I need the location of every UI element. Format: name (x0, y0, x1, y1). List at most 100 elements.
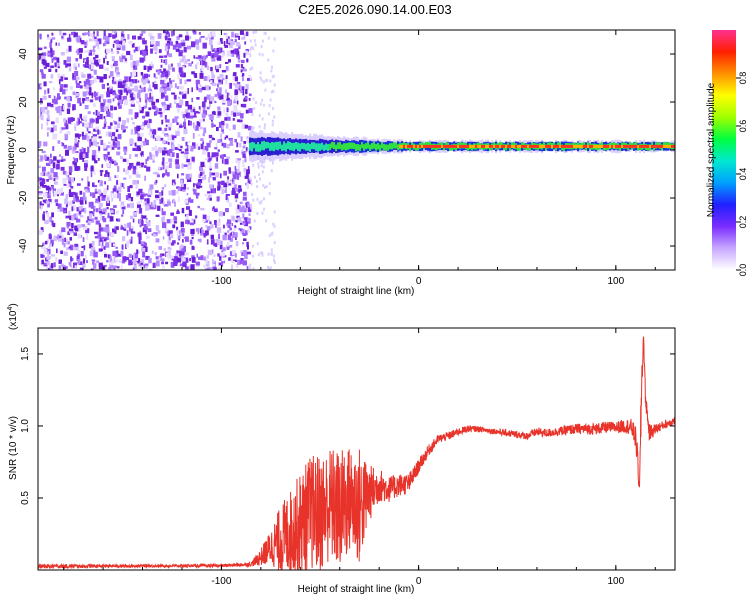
noise-speck (67, 231, 71, 235)
noise-speck (59, 207, 64, 212)
noise-speck (93, 36, 97, 41)
noise-speck (167, 246, 170, 250)
band-inner (327, 144, 330, 152)
noise-speck (138, 238, 141, 244)
noise-speck (221, 99, 226, 103)
noise-speck (151, 206, 154, 210)
noise-speck (41, 150, 46, 154)
band-inner (353, 142, 356, 149)
noise-speck (71, 223, 74, 229)
noise-speck (171, 258, 176, 261)
noise-speck (145, 102, 148, 109)
noise-speck (136, 191, 140, 196)
noise-speck (119, 182, 122, 187)
noise-speck (270, 90, 273, 94)
noise-speck (174, 253, 179, 259)
noise-speck (245, 230, 248, 236)
noise-speck (114, 136, 118, 142)
noise-speck (70, 256, 73, 262)
noise-speck (185, 101, 189, 107)
noise-speck (192, 142, 196, 146)
noise-speck (78, 206, 83, 210)
noise-speck (130, 103, 135, 107)
noise-speck (67, 37, 72, 42)
noise-speck (135, 164, 138, 171)
noise-speck (218, 79, 221, 83)
noise-speck (109, 87, 111, 91)
noise-speck (139, 57, 144, 63)
noise-speck (102, 194, 106, 198)
noise-speck (166, 30, 169, 34)
noise-speck (166, 49, 169, 56)
spectrogram-x-axis-label: Height of straight line (km) (298, 286, 415, 297)
noise-speck (143, 65, 147, 70)
noise-speck (47, 132, 49, 137)
band-inner (349, 142, 352, 149)
noise-speck (242, 68, 247, 72)
band-peak (485, 144, 488, 148)
noise-speck (65, 149, 69, 156)
noise-speck (162, 173, 165, 178)
noise-speck (148, 257, 152, 264)
noise-speck (242, 213, 245, 219)
noise-speck (261, 251, 264, 255)
noise-speck (237, 50, 240, 56)
noise-speck (245, 182, 248, 186)
noise-speck (184, 90, 189, 95)
noise-speck (188, 140, 191, 143)
noise-speck (157, 70, 160, 75)
noise-speck (129, 215, 134, 220)
noise-speck (121, 55, 126, 60)
noise-speck (103, 238, 107, 242)
noise-speck (90, 171, 93, 178)
noise-speck (121, 32, 124, 38)
noise-speck (237, 204, 240, 210)
noise-speck (116, 190, 119, 194)
noise-speck (167, 45, 170, 50)
noise-speck (72, 146, 76, 152)
noise-speck (236, 171, 241, 177)
noise-speck (77, 224, 82, 228)
noise-speck (164, 45, 169, 52)
noise-speck (148, 99, 153, 102)
noise-speck (90, 124, 93, 129)
noise-speck (214, 152, 219, 157)
noise-speck (143, 86, 146, 92)
noise-speck (133, 265, 137, 270)
noise-speck (61, 264, 66, 268)
noise-speck (182, 114, 186, 119)
noise-speck (132, 60, 137, 67)
noise-speck (197, 134, 201, 137)
noise-speck (240, 90, 243, 93)
noise-speck (122, 209, 125, 215)
noise-speck (84, 186, 89, 191)
band-peak (587, 144, 590, 148)
noise-speck (187, 187, 189, 190)
noise-speck (202, 141, 204, 144)
noise-speck (113, 243, 116, 247)
noise-speck (228, 42, 233, 49)
noise-speck (218, 233, 220, 240)
noise-speck (108, 75, 111, 79)
noise-speck (42, 59, 46, 66)
noise-speck (245, 84, 249, 90)
noise-speck (97, 129, 100, 135)
noise-speck (247, 227, 251, 233)
noise-speck (272, 106, 274, 110)
noise-speck (76, 207, 81, 212)
noise-speck (84, 163, 87, 166)
noise-speck (262, 103, 265, 107)
noise-speck (163, 68, 166, 74)
noise-speck (256, 212, 259, 215)
noise-speck (62, 103, 64, 108)
noise-speck (238, 119, 243, 123)
band-inner (319, 143, 322, 151)
noise-speck (65, 215, 70, 219)
noise-speck (58, 79, 61, 85)
noise-speck (87, 146, 90, 153)
band-inner (347, 142, 350, 150)
noise-speck (206, 197, 211, 201)
noise-speck (190, 264, 195, 270)
noise-speck (203, 76, 208, 81)
noise-speck (80, 196, 83, 203)
